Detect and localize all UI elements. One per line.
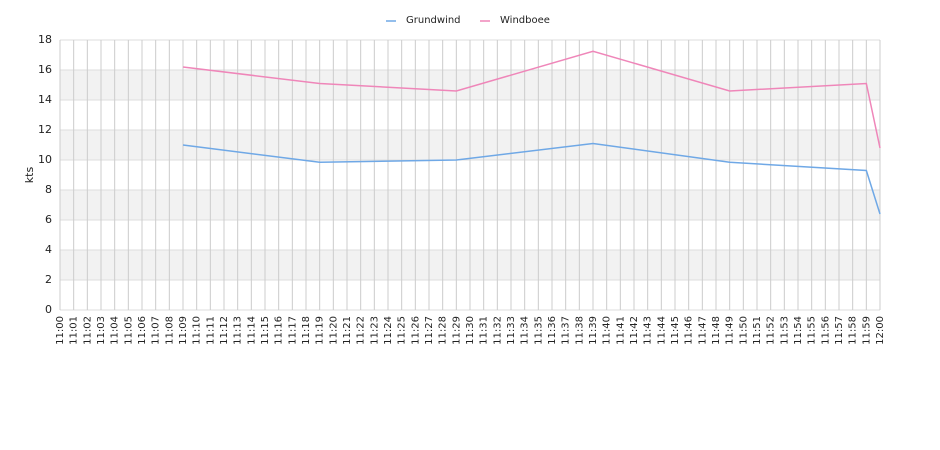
x-tick-label: 11:28 [438,316,449,345]
x-tick-label: 11:00 [55,316,66,345]
y-tick-label: 14 [38,93,52,106]
x-tick-label: 11:56 [820,316,831,345]
x-tick-label: 11:51 [752,316,763,345]
x-tick-label: 12:00 [875,316,886,345]
x-tick-label: 11:33 [506,316,517,345]
x-tick-label: 11:57 [834,316,845,345]
x-tick-label: 11:15 [260,316,271,345]
x-tick-label: 11:22 [356,316,367,345]
x-tick-label: 11:46 [684,316,695,345]
x-tick-label: 11:12 [219,316,230,345]
x-tick-label: 11:07 [151,316,162,345]
x-tick-label: 11:45 [670,316,681,345]
x-tick-label: 11:11 [205,316,216,345]
x-tick-label: 11:55 [807,316,818,345]
x-tick-label: 11:32 [492,316,503,345]
x-tick-label: 11:10 [192,316,203,345]
y-tick-label: 12 [38,123,52,136]
y-tick-label: 8 [45,183,52,196]
series-line [182,142,881,215]
x-tick-label: 11:52 [766,316,777,345]
y-tick-label: 4 [45,243,52,256]
series-line [182,50,881,149]
x-tick-label: 11:24 [383,316,394,345]
x-tick-label: 11:39 [588,316,599,345]
y-tick-label: 6 [45,213,52,226]
x-tick-label: 11:47 [697,316,708,345]
x-tick-label: 11:50 [738,316,749,345]
x-tick-label: 11:25 [397,316,408,345]
y-tick-label: 10 [38,153,52,166]
x-tick-label: 11:16 [274,316,285,345]
x-tick-label: 11:27 [424,316,435,345]
x-tick-label: 11:17 [287,316,298,345]
x-tick-label: 11:31 [479,316,490,345]
x-tick-label: 11:23 [369,316,380,345]
x-tick-label: 11:30 [465,316,476,345]
y-tick-label: 0 [45,303,52,316]
x-tick-label: 11:09 [178,316,189,345]
x-tick-label: 11:18 [301,316,312,345]
x-tick-label: 11:43 [643,316,654,345]
x-tick-label: 11:02 [82,316,93,345]
x-tick-label: 11:44 [656,316,667,345]
legend-label: Grundwind [406,15,461,26]
x-tick-label: 11:53 [779,316,790,345]
x-tick-label: 11:06 [137,316,148,345]
x-tick-label: 11:40 [602,316,613,345]
x-tick-label: 11:01 [69,316,80,345]
x-tick-label: 11:42 [629,316,640,345]
x-tick-label: 11:19 [315,316,326,345]
x-tick-label: 11:34 [520,316,531,345]
x-tick-label: 11:37 [561,316,572,345]
x-tick-label: 11:03 [96,316,107,345]
x-tick-label: 11:35 [533,316,544,345]
y-tick-label: 16 [38,63,52,76]
y-tick-label: 18 [38,33,52,46]
x-tick-label: 11:08 [164,316,175,345]
x-tick-label: 11:36 [547,316,558,345]
x-tick-label: 11:38 [574,316,585,345]
x-tick-label: 11:20 [328,316,339,345]
x-tick-label: 11:21 [342,316,353,345]
x-tick-label: 11:48 [711,316,722,345]
x-tick-label: 11:13 [233,316,244,345]
x-tick-label: 11:41 [615,316,626,345]
x-tick-label: 11:26 [410,316,421,345]
x-tick-label: 11:59 [861,316,872,345]
y-axis-label: kts [23,167,36,184]
legend-label: Windboee [500,15,550,26]
x-tick-label: 11:49 [725,316,736,345]
x-tick-label: 11:04 [110,316,121,345]
x-tick-label: 11:54 [793,316,804,345]
x-tick-label: 11:05 [123,316,134,345]
x-tick-label: 11:58 [848,316,859,345]
x-tick-label: 11:14 [246,316,257,345]
x-tick-label: 11:29 [451,316,462,345]
y-tick-label: 2 [45,273,52,286]
